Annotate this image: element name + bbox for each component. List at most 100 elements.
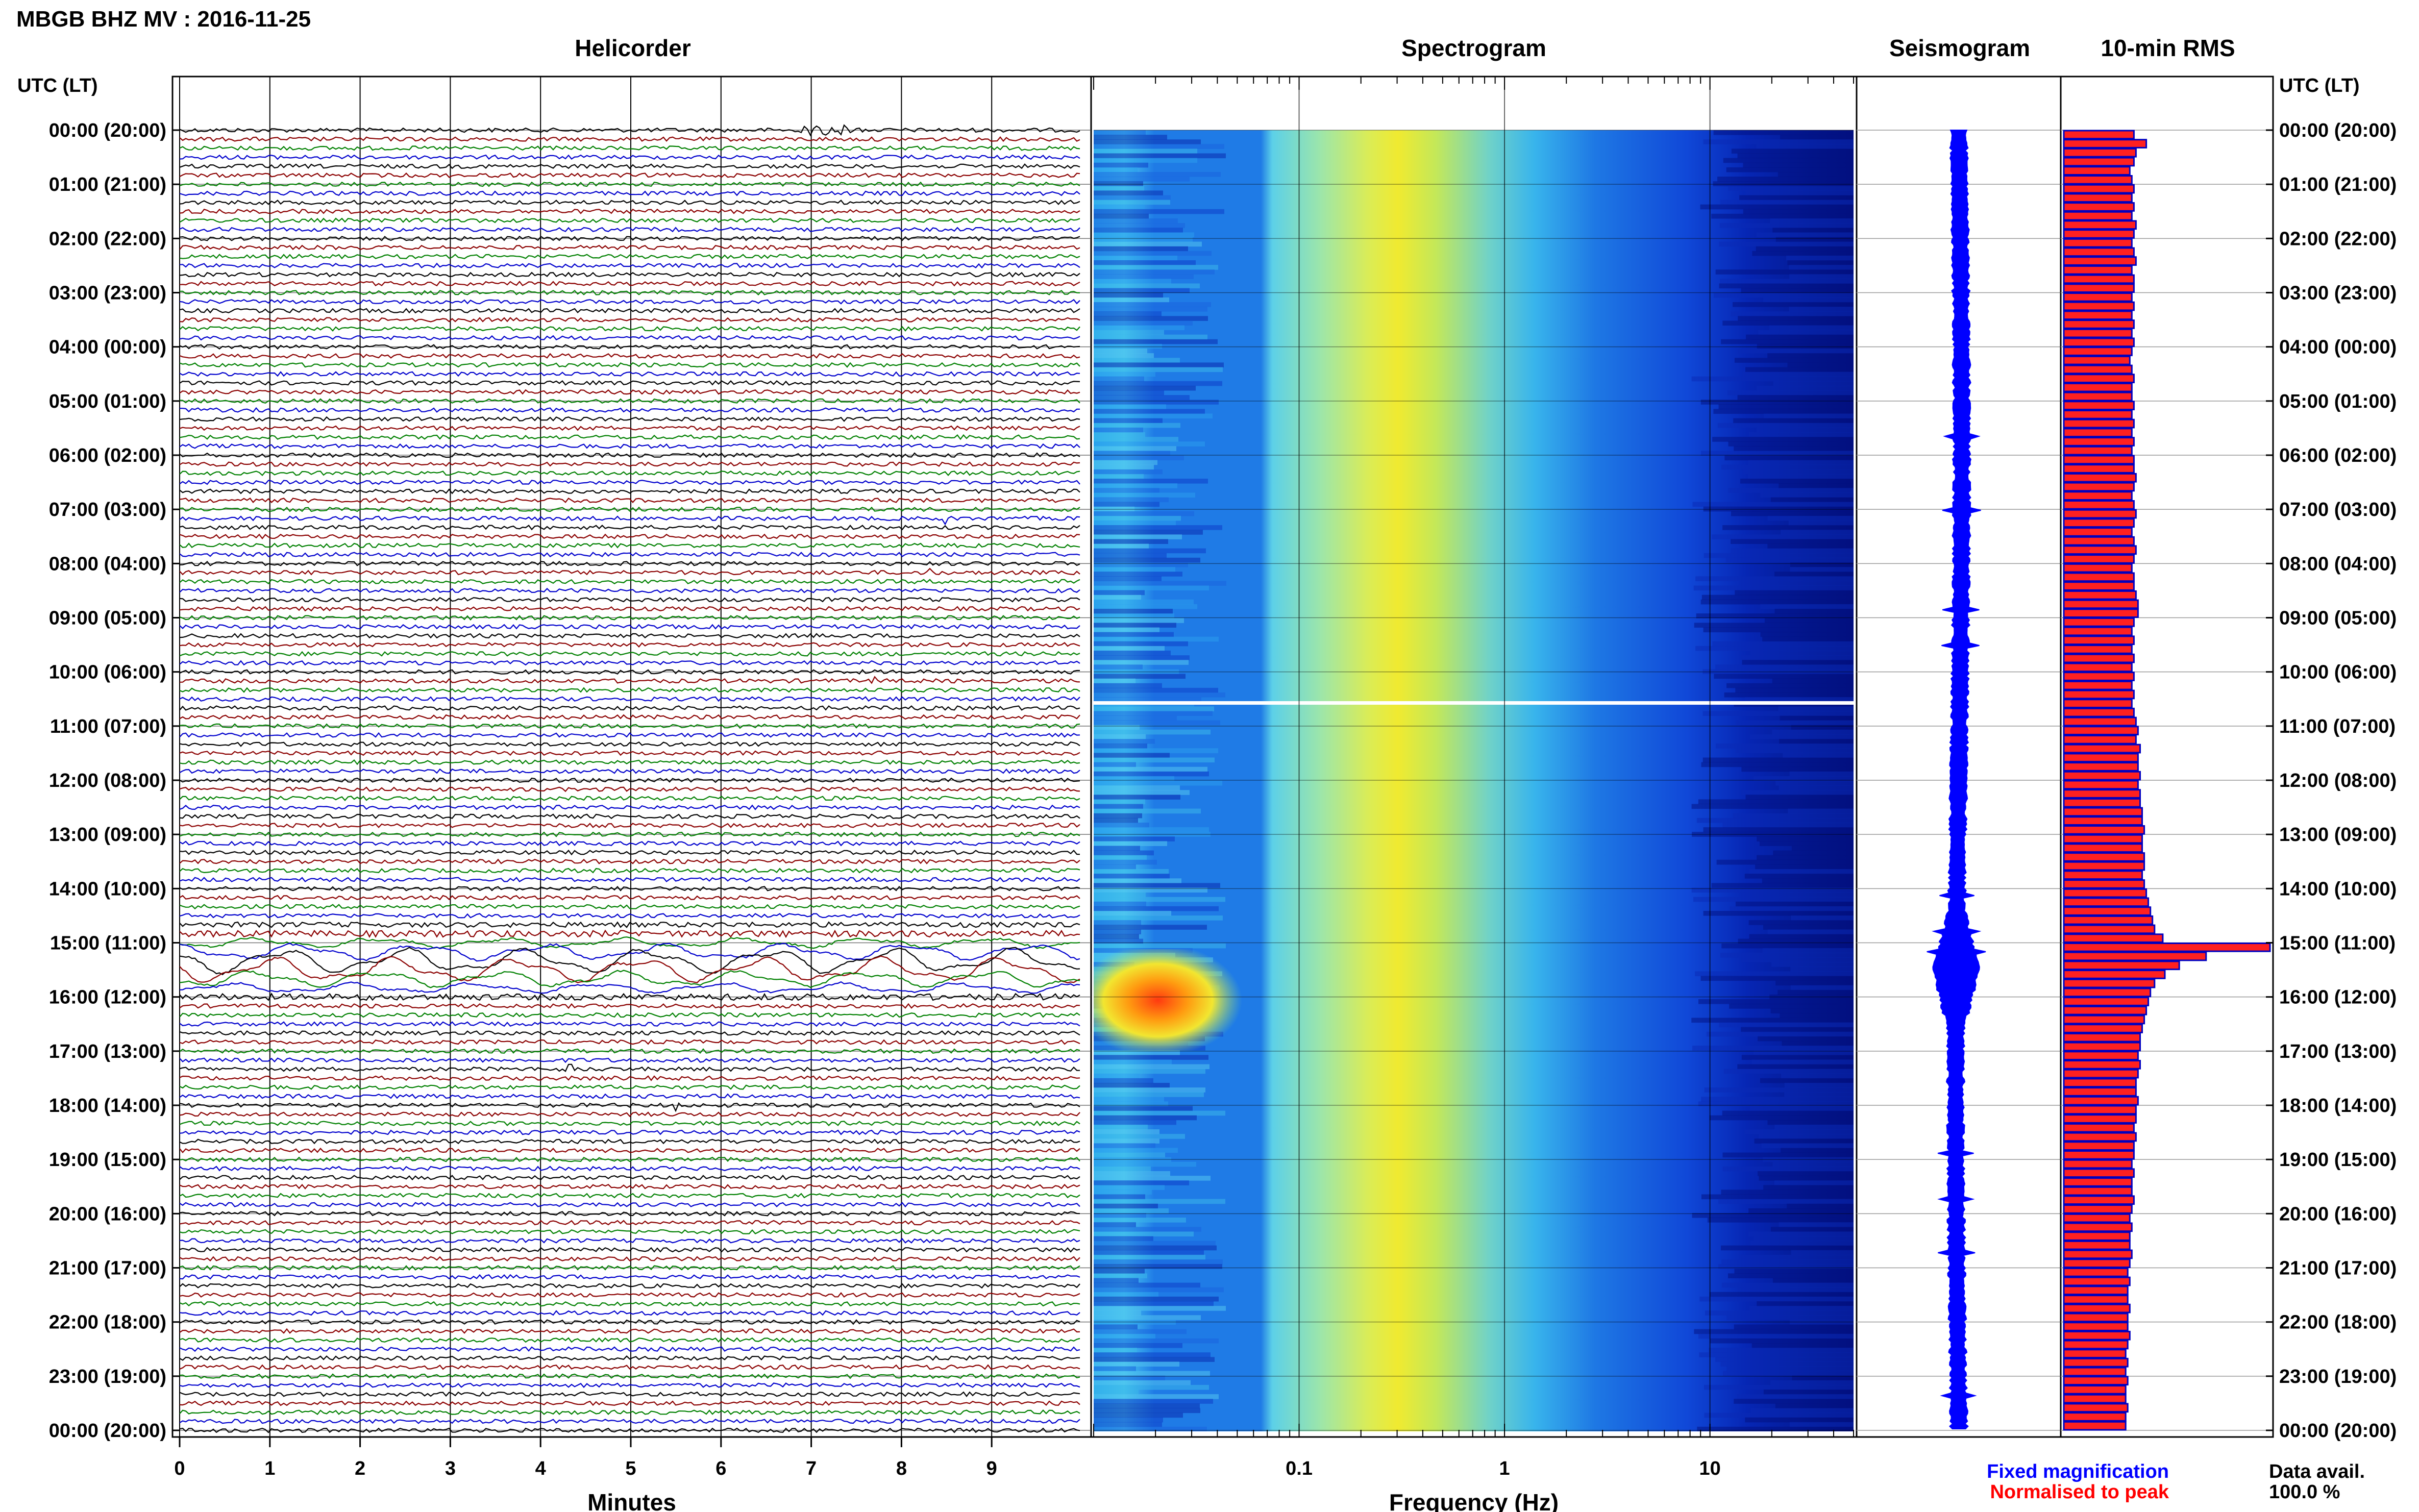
rms-bar [2063,1150,2135,1160]
helicorder-trace [180,567,1080,576]
spectrogram-row [1094,887,1207,893]
rms-bar [2063,1240,2131,1250]
hour-label-right: 09:00 (05:00) [2279,608,2397,629]
helicorder-trace [180,1120,1080,1127]
spectrogram-row [1691,804,1854,809]
spectrogram-row [1784,1092,1854,1097]
spectrogram-row [1721,464,1854,470]
spectrogram-row [1789,1320,1854,1325]
spectrogram-row [1094,915,1223,921]
rms-bar [2063,1276,2131,1286]
hour-label-right: 12:00 (08:00) [2279,770,2397,791]
spectrogram-row [1094,1390,1139,1395]
spectrogram-row [1759,841,1854,846]
helicorder-trace [180,904,1080,910]
spectrogram-row [1094,1408,1200,1414]
helicorder-trace [180,1202,1080,1208]
rms-bar [2063,1285,2129,1296]
rms-bar [2063,1024,2143,1033]
helicorder-trace [180,1292,1080,1298]
rms-bar [2063,1258,2131,1269]
helicorder-trace [180,181,1080,187]
rms-bar [2063,1412,2127,1422]
hour-label-left: 03:00 (23:00) [49,283,166,304]
spectrogram-row [1094,1357,1215,1362]
rms-bar [2063,780,2139,790]
spectrogram-row [1759,1134,1854,1139]
rms-bar [2063,1394,2127,1404]
spectrogram-row [1767,353,1854,358]
hour-label-right: 00:00 (20:00) [2279,120,2397,141]
spectrogram-row [1094,934,1139,939]
helicorder-trace [180,1102,1080,1112]
spectrogram-row [1778,706,1854,711]
spectrogram-row [1789,274,1854,279]
spectrogram-row [1714,292,1854,298]
spectrogram-row [1731,539,1854,544]
spectrogram-row [1094,1227,1201,1232]
rms-bar [2063,374,2135,383]
helicorder-trace [180,921,1080,928]
spectrogram-row [1756,427,1854,433]
spectrogram-row [1094,265,1218,270]
spectrogram-row [1094,1269,1145,1274]
spectrogram-row [1701,762,1854,767]
rms-bar [2063,987,2152,998]
hour-label-right: 21:00 (17:00) [2279,1258,2397,1279]
spectrogram-row [1094,901,1146,907]
spectrogram-row [1094,1245,1217,1251]
helicorder-trace [180,1174,1080,1181]
helicorder-trace [180,705,1080,711]
spectrogram-row [1094,358,1180,363]
helicorder-trace [180,244,1080,251]
helicorder-trace [180,1183,1080,1189]
spectrogram-row [1781,1073,1854,1079]
spectrogram-row [1723,1371,1854,1376]
spectrogram-row [1094,167,1138,172]
spectrogram-row [1701,594,1854,600]
spectrogram-row [1734,446,1854,451]
rms-bar [2063,1069,2139,1079]
spectrogram-row [1094,1333,1155,1339]
spectrogram-row [1094,381,1222,386]
helicorder-trace [180,533,1080,539]
spectrogram-row [1094,441,1205,447]
helicorder-trace [180,850,1080,856]
spectrogram-row [1094,590,1145,596]
spectrogram-row [1094,729,1211,735]
hour-label-right: 02:00 (22:00) [2279,228,2397,250]
spectrogram-row [1094,1250,1204,1255]
spectrogram-row [1722,1152,1854,1158]
spectrogram-row [1094,1348,1137,1353]
helicorder-trace [180,452,1080,458]
spectrogram-row [1094,1306,1226,1311]
spectrogram-row [1762,878,1854,883]
spectrogram-row [1094,618,1184,623]
spectrogram-row [1748,920,1854,925]
helicorder-trace [180,1093,1080,1099]
spectrogram-row [1744,874,1854,879]
spectrogram-row [1722,1166,1854,1172]
spectrogram-row [1094,479,1208,484]
rms-bar [2063,608,2139,618]
spectrogram-row [1094,790,1190,795]
rms-bar [2063,545,2137,555]
spectrogram-row [1094,246,1188,252]
spectrogram-row [1756,232,1854,237]
helicorder-trace [180,172,1080,178]
spectrogram-row [1740,479,1854,484]
spectrogram-row [1767,515,1854,521]
spectrogram-row [1094,874,1170,879]
helicorder-trace [180,1111,1080,1118]
spectrogram-row [1094,288,1190,293]
hour-label-right: 16:00 (12:00) [2279,987,2397,1008]
spectrogram-row [1094,613,1174,618]
rms-bar [2063,1322,2129,1331]
hour-label-left: 00:00 (20:00) [49,1420,166,1442]
spectrogram-row [1094,190,1163,195]
spectrogram-row [1728,488,1854,493]
spectrogram-row [1094,343,1162,349]
spectrogram-row [1699,1296,1854,1302]
helicorder-trace [180,624,1080,630]
spectrogram-row [1774,609,1854,614]
